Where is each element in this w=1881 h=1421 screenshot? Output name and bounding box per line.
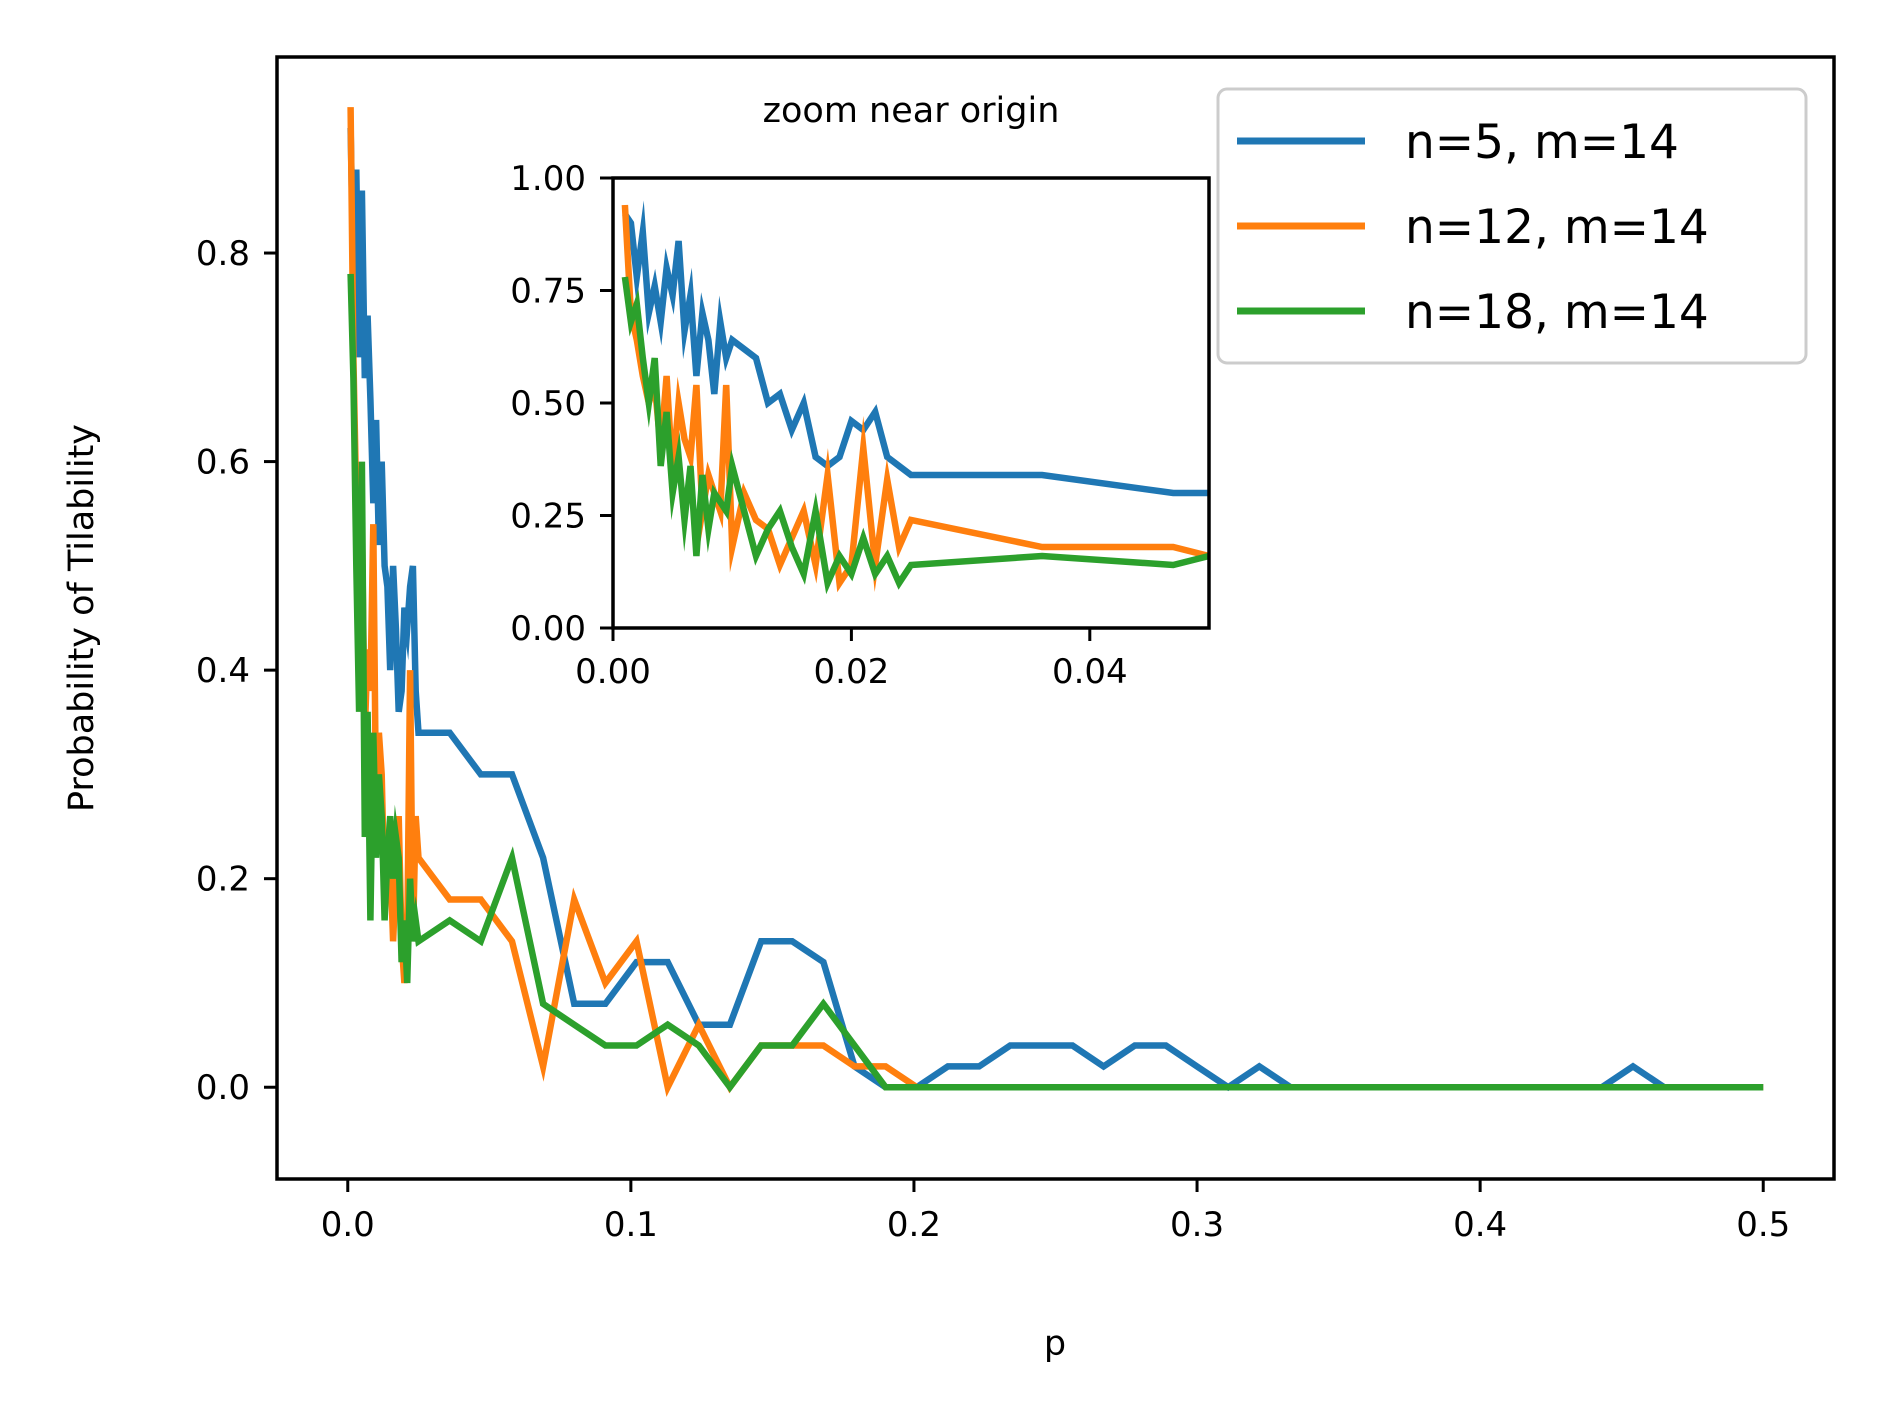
legend-label-n-18-m-14: n=18, m=14 <box>1405 285 1709 340</box>
inset-y-tick-label: 0.50 <box>510 384 586 424</box>
inset-x-tick-label: 0.04 <box>1052 652 1128 692</box>
inset-background <box>613 178 1209 628</box>
main-y-tick-label: 0.8 <box>196 234 250 274</box>
main-x-tick-label: 0.5 <box>1736 1205 1790 1245</box>
y-axis-label: Probability of Tilability <box>62 424 102 812</box>
inset-plot: 0.00 0.02 0.04 0.00 0.25 0.50 0.75 1.00 zoom n… <box>510 91 1211 692</box>
main-y-tick-label: 0.0 <box>196 1068 250 1108</box>
inset-title: zoom near origin <box>763 91 1060 131</box>
inset-y-tick-label: 1.00 <box>510 159 586 199</box>
main-line-n-18-m-14 <box>347 273 1764 1093</box>
inset-y-tick-label: 0.25 <box>510 497 586 537</box>
main-plot: 0.0 0.1 0.2 0.3 0.4 0.5 0.0 0.2 0.4 0.6 0.8 p Pro… <box>62 55 1836 1364</box>
main-y-ticks: 0.0 0.2 0.4 0.6 0.8 <box>196 234 277 1108</box>
inset-y-ticks: 0.00 0.25 0.50 0.75 1.00 <box>510 159 613 649</box>
legend-label-n-5-m-14: n=5, m=14 <box>1405 115 1679 170</box>
inset-x-tick-label: 0.00 <box>575 652 651 692</box>
legend-label-n-12-m-14: n=12, m=14 <box>1405 200 1709 255</box>
inset-x-tick-label: 0.02 <box>814 652 890 692</box>
main-x-ticks: 0.0 0.1 0.2 0.3 0.4 0.5 <box>321 1179 1790 1245</box>
legend-box <box>1216 87 1808 365</box>
inset-series-lines <box>621 200 1210 595</box>
inset-line-series-2 <box>621 276 1210 595</box>
inset-x-ticks: 0.00 0.02 0.04 <box>575 628 1128 692</box>
main-y-tick-label: 0.4 <box>196 651 250 691</box>
main-x-tick-label: 0.1 <box>604 1205 658 1245</box>
inset-line-series-0 <box>622 200 1209 497</box>
x-axis-label: p <box>1044 1324 1066 1364</box>
legend: n=5, m=14 n=12, m=14 n=18, m=14 <box>1216 87 1808 365</box>
inset-y-tick-label: 0.00 <box>510 609 586 649</box>
main-y-tick-label: 0.6 <box>196 443 250 483</box>
main-x-tick-label: 0.4 <box>1453 1205 1507 1245</box>
main-plot-frame <box>275 55 1836 1181</box>
inset-frame <box>611 176 1211 630</box>
main-series-lines <box>347 107 1764 1097</box>
inset-y-tick-label: 0.75 <box>510 272 586 312</box>
main-x-tick-label: 0.3 <box>1170 1205 1224 1245</box>
main-x-tick-label: 0.0 <box>321 1205 375 1245</box>
main-y-tick-label: 0.2 <box>196 860 250 900</box>
main-x-tick-label: 0.2 <box>887 1205 941 1245</box>
